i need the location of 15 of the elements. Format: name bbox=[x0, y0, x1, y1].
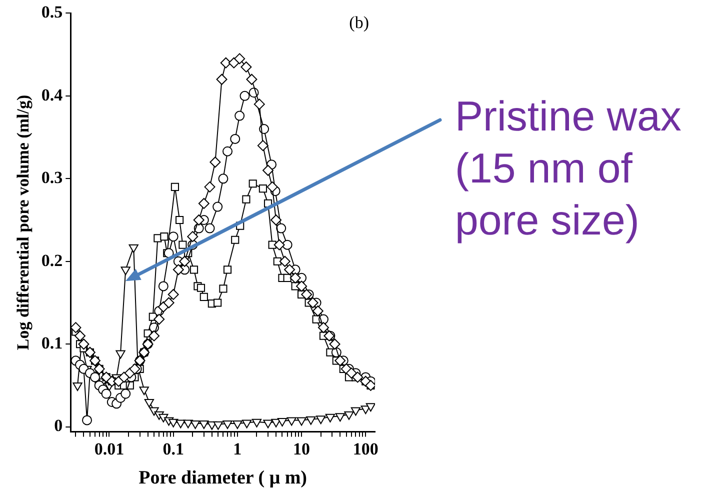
x-tick-label: 100 bbox=[352, 439, 378, 458]
x-tick-label: 1 bbox=[233, 439, 242, 458]
x-tick-label: 0.1 bbox=[162, 439, 184, 458]
x-tick-label: 10 bbox=[293, 439, 310, 458]
y-tick-label: 0.5 bbox=[41, 2, 63, 22]
y-tick-label: 0.2 bbox=[41, 250, 63, 270]
x-axis-title: Pore diameter ( μ m) bbox=[138, 468, 307, 489]
y-tick-label: 0 bbox=[54, 416, 63, 436]
y-axis-title: Log differential pore volume (ml/g) bbox=[14, 94, 33, 350]
y-tick-label: 0.3 bbox=[41, 168, 63, 188]
text: Pristine wax (15 nm of pore size) bbox=[455, 92, 682, 244]
y-tick-label: 0.1 bbox=[41, 334, 63, 352]
x-tick-label: 0.01 bbox=[94, 439, 124, 458]
annotation: (b) bbox=[349, 13, 369, 32]
y-tick-label: 0.4 bbox=[41, 85, 64, 104]
